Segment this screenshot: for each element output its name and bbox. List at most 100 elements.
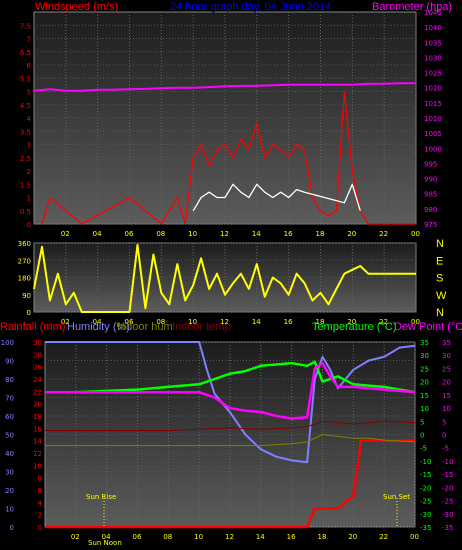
x-tick-label: 16 (284, 318, 293, 326)
wind-tick-label: 2 (27, 168, 31, 176)
baro-tick-label: 1040 (424, 24, 442, 32)
compass-label: W (436, 290, 447, 302)
dew-tick-label: -20 (442, 484, 453, 492)
rain-tick-label: 22 (33, 388, 42, 396)
dew-tick-label: 0 (442, 432, 446, 440)
baro-tick-label: 985 (424, 191, 437, 199)
x-tick-label: 16 (287, 533, 296, 541)
series-indoor-temp (45, 420, 416, 431)
dew-tick-label: -15 (442, 471, 453, 479)
rain-tick-label: 16 (33, 425, 42, 433)
x-tick-label: 20 (348, 533, 357, 541)
x-tick-label: 02 (71, 533, 80, 541)
temp-series (45, 341, 416, 529)
hum-tick-label: 100 (1, 339, 14, 347)
x-tick-label: 10 (188, 230, 197, 238)
sunrise-label: Sun Rise (86, 493, 116, 501)
sunset-label: Sun Set (383, 493, 410, 501)
temp-tick-label: 0 (420, 432, 424, 440)
x-tick-label: 02 (61, 318, 70, 326)
rain-tick-label: 24 (33, 376, 42, 384)
hum-tick-label: 30 (5, 469, 14, 477)
baro-tick-label: 1045 (424, 9, 442, 17)
x-tick-label: 14 (252, 318, 261, 326)
baro-tick-label: 1000 (424, 145, 442, 153)
x-tick-label: 20 (347, 318, 356, 326)
wind-tick-label: 6 (27, 62, 32, 70)
baro-tick-label: 980 (424, 206, 437, 214)
rain-tick-label: 0 (38, 524, 42, 532)
x-tick-label: 18 (316, 230, 325, 238)
temp-tick-label: -5 (420, 445, 427, 453)
rain-tick-label: 30 (33, 339, 42, 347)
wind-tick-label: 7 (27, 36, 31, 44)
wind-tick-label: 0 (27, 221, 31, 229)
dew-tick-label: -35 (442, 524, 453, 532)
wind-tick-label: 6.5 (20, 49, 31, 57)
x-tick-label: 00 (411, 230, 420, 238)
indoor-temp-title: Indoor temp (172, 321, 231, 333)
rain-tick-label: 28 (33, 351, 42, 359)
rain-tick-label: 4 (38, 499, 43, 507)
temp-tick-label: 25 (420, 365, 429, 373)
rain-tick-label: 20 (33, 401, 42, 409)
x-tick-label: 02 (61, 230, 70, 238)
rain-tick-label: 10 (33, 462, 42, 470)
x-tick-label: 04 (93, 230, 102, 238)
hum-tick-label: 20 (5, 487, 14, 495)
wind-grid: 02 04 06 08 10 12 14 16 18 20 22 0000.511.522.533.5… (20, 9, 442, 238)
wind-tick-label: 0.5 (20, 208, 31, 216)
x-tick-label: 04 (102, 533, 111, 541)
hum-tick-label: 60 (5, 413, 14, 421)
hum-tick-label: 0 (10, 524, 14, 532)
graph-title: 24 hour graph day, 04 June 2014 (170, 1, 331, 13)
hum-tick-label: 40 (5, 450, 14, 458)
sunnoon-label: Sun Noon (88, 539, 122, 547)
baro-tick-label: 1025 (424, 70, 442, 78)
hum-tick-label: 10 (5, 506, 14, 514)
x-tick-label: 10 (188, 318, 197, 326)
indoor-hum-title: Indoor hum (117, 321, 173, 333)
series-rainfall (45, 439, 415, 529)
rain-tick-label: 14 (33, 438, 42, 446)
dew-tick-label: 5 (442, 418, 446, 426)
rain-tick-label: 8 (38, 475, 42, 483)
baro-tick-label: 1020 (424, 85, 442, 93)
compass-label: E (436, 255, 443, 267)
baro-tick-label: 1030 (424, 54, 442, 62)
dir-tick-label: 90 (22, 292, 31, 300)
compass-label: N (436, 307, 444, 319)
rain-tick-label: 12 (33, 450, 42, 458)
series-temperature (45, 360, 416, 394)
baro-tick-label: 1035 (424, 39, 442, 47)
x-tick-label: 08 (163, 533, 172, 541)
x-tick-label: 06 (125, 230, 134, 238)
humidity-title: Humidity (%) (67, 321, 130, 333)
series-dew-point (45, 361, 416, 420)
x-tick-label: 20 (347, 230, 356, 238)
temp-tick-label: 30 (420, 352, 429, 360)
temp-tick-label: -10 (420, 458, 431, 466)
wind-tick-label: 5 (27, 89, 31, 97)
x-tick-label: 08 (156, 318, 165, 326)
temp-tick-label: 20 (420, 379, 429, 387)
temp-tick-label: -35 (420, 524, 431, 532)
hum-tick-label: 70 (5, 395, 14, 403)
baro-tick-label: 990 (424, 176, 437, 184)
x-tick-label: 06 (125, 318, 134, 326)
x-tick-label: 06 (133, 533, 142, 541)
temp-tick-label: -20 (420, 484, 431, 492)
wind-tick-label: 5.5 (20, 75, 31, 83)
windspeed-title: Windspeed (m/s) (35, 1, 118, 13)
x-tick-label: 00 (410, 533, 419, 541)
dew-tick-label: -30 (442, 511, 453, 519)
baro-tick-label: 975 (424, 221, 437, 229)
x-tick-label: 12 (220, 230, 229, 238)
hum-tick-label: 80 (5, 376, 14, 384)
series-gust (192, 183, 361, 212)
x-tick-label: 14 (252, 230, 261, 238)
temp-tick-label: 10 (420, 405, 429, 413)
x-tick-label: 18 (316, 318, 325, 326)
wind-tick-label: 3.5 (20, 128, 31, 136)
